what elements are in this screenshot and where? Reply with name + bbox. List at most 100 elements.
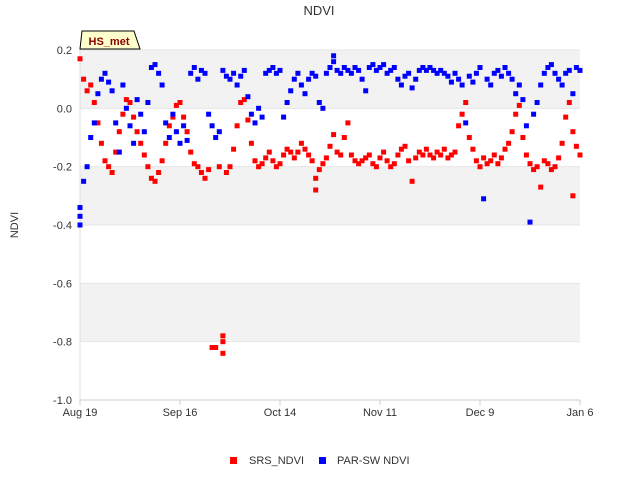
data-point xyxy=(406,158,412,164)
data-point xyxy=(223,73,229,79)
data-point xyxy=(323,70,329,76)
data-point xyxy=(273,70,279,76)
data-point xyxy=(556,155,562,161)
data-point xyxy=(445,73,451,79)
x-tick-label: Aug 19 xyxy=(63,407,98,419)
data-point xyxy=(398,82,404,88)
data-point xyxy=(245,94,251,100)
data-point xyxy=(116,129,122,135)
data-point xyxy=(473,158,479,164)
data-point xyxy=(577,67,583,73)
x-tick-label: Dec 9 xyxy=(466,407,495,419)
data-point xyxy=(466,73,472,79)
data-point xyxy=(363,155,369,161)
data-point xyxy=(363,88,369,94)
data-point xyxy=(520,135,526,140)
x-tick-label: Jan 6 xyxy=(567,407,594,419)
data-point xyxy=(91,120,97,126)
data-point xyxy=(131,114,137,120)
y-tick-label: 0.2 xyxy=(57,45,72,57)
data-point xyxy=(381,149,387,155)
data-point xyxy=(177,140,183,146)
data-point xyxy=(234,123,240,129)
data-point xyxy=(113,149,119,155)
data-point xyxy=(366,65,372,70)
data-point xyxy=(77,222,83,228)
data-point xyxy=(406,70,412,76)
data-point xyxy=(391,65,397,70)
data-point xyxy=(509,76,515,82)
data-point xyxy=(281,114,287,120)
grid-band xyxy=(80,166,580,225)
site-badge-label: HS_met xyxy=(89,36,130,48)
data-point xyxy=(141,129,147,135)
data-point xyxy=(191,65,197,70)
data-point xyxy=(384,158,390,164)
data-point xyxy=(109,88,115,94)
data-point xyxy=(102,70,108,76)
data-point xyxy=(548,167,554,173)
data-point xyxy=(516,82,522,88)
data-point xyxy=(334,67,340,73)
data-point xyxy=(238,100,244,105)
data-point xyxy=(413,76,419,82)
legend-label-par: PAR-SW NDVI xyxy=(337,455,410,467)
data-point xyxy=(88,135,94,140)
data-point xyxy=(423,146,429,152)
data-point xyxy=(534,100,540,105)
data-point xyxy=(98,76,104,82)
y-tick-label: -1.0 xyxy=(53,395,72,407)
data-point xyxy=(388,67,394,73)
data-point xyxy=(541,70,547,76)
data-point xyxy=(370,62,376,68)
data-point xyxy=(220,67,226,73)
data-point xyxy=(531,111,537,117)
data-point xyxy=(220,339,226,345)
series-srs-ndvi xyxy=(77,56,583,356)
data-point xyxy=(270,65,276,70)
data-point xyxy=(173,102,179,108)
data-point xyxy=(470,146,476,152)
data-point xyxy=(238,73,244,79)
data-point xyxy=(413,155,419,161)
data-point xyxy=(81,76,87,82)
data-point xyxy=(491,152,497,158)
data-point xyxy=(152,178,158,184)
data-point xyxy=(420,152,426,158)
data-point xyxy=(206,111,212,117)
data-point xyxy=(566,67,572,73)
data-point xyxy=(206,167,212,173)
data-point xyxy=(77,213,83,219)
data-point xyxy=(556,76,562,82)
y-tick-label: -0.4 xyxy=(53,220,72,232)
data-point xyxy=(148,175,154,181)
data-point xyxy=(359,158,365,164)
data-point xyxy=(198,170,204,175)
data-point xyxy=(327,143,333,149)
data-point xyxy=(459,82,465,88)
x-axis-ticks: Aug 19 Sep 16 Oct 14 Nov 11 Dec 9 Jan 6 xyxy=(63,400,594,419)
legend: SRS_NDVI PAR-SW NDVI xyxy=(230,455,410,467)
data-point xyxy=(252,158,258,164)
data-point xyxy=(220,350,226,356)
data-point xyxy=(559,82,565,88)
data-point xyxy=(345,120,351,126)
data-point xyxy=(95,120,101,126)
data-point xyxy=(131,140,137,146)
data-point xyxy=(427,65,433,70)
site-badge: HS_met xyxy=(79,30,141,50)
data-point xyxy=(488,158,494,164)
data-point xyxy=(459,111,465,117)
data-point xyxy=(181,114,187,120)
y-axis-ticks: 0.2 0.0 -0.2 -0.4 -0.6 -0.8 -1.0 xyxy=(53,45,72,407)
data-point xyxy=(188,149,194,155)
data-point xyxy=(259,161,265,167)
data-point xyxy=(341,65,347,70)
data-point xyxy=(395,76,401,82)
data-point xyxy=(163,140,169,146)
data-point xyxy=(527,219,533,225)
data-point xyxy=(391,161,397,167)
data-point xyxy=(388,164,394,170)
data-point xyxy=(370,161,376,167)
data-point xyxy=(184,137,190,143)
